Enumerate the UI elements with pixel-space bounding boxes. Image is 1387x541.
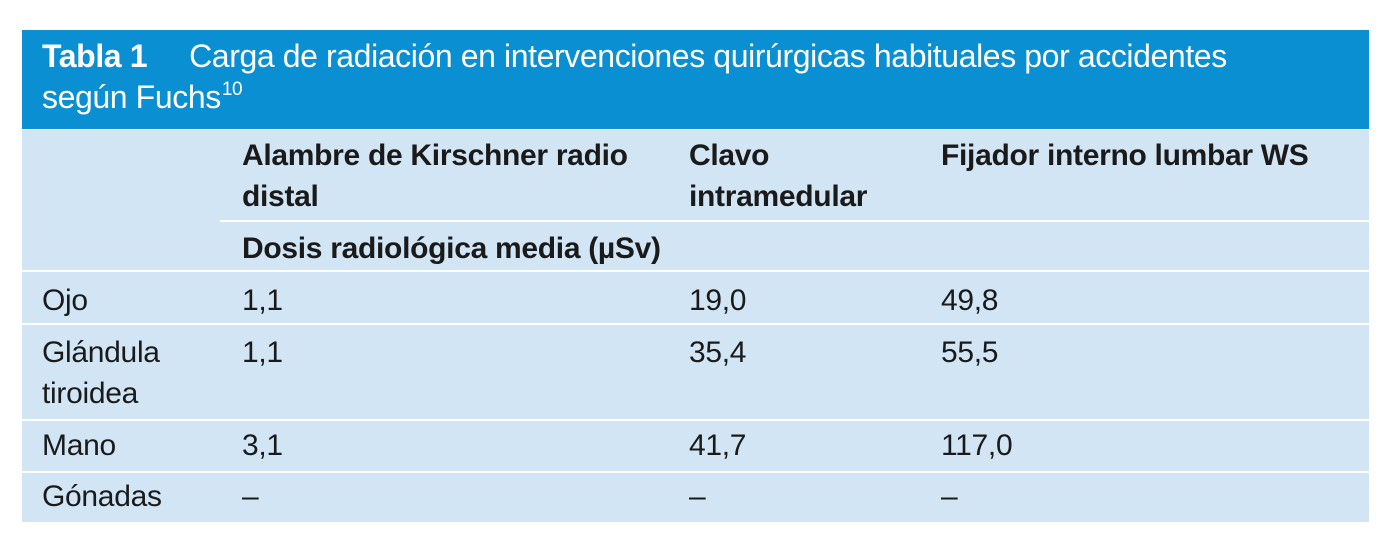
cell-ojo-clavo: 19,0 — [689, 284, 747, 317]
table-label: Tabla 1 — [42, 38, 148, 74]
reference-superscript: 10 — [221, 79, 243, 100]
table-caption: Tabla 1 Carga de radiación en intervencio… — [22, 30, 1369, 130]
caption-line-1: Tabla 1 Carga de radiación en intervencio… — [42, 38, 1227, 75]
row-label-ojo: Ojo — [42, 284, 88, 317]
row-label-mano: Mano — [42, 429, 116, 462]
cell-glandula-clavo: 35,4 — [689, 336, 747, 369]
row-label-glandula-tiroidea: Glándula tiroidea — [42, 336, 160, 410]
dose-subheader: Dosis radiológica media (µSv) — [242, 232, 661, 265]
cell-glandula-kirschner: 1,1 — [242, 336, 283, 369]
cell-gonadas-kirschner: – — [242, 480, 259, 513]
rule-under-row-glandula — [22, 419, 1369, 421]
column-header-fijador: Fijador interno lumbar WS — [941, 139, 1309, 172]
column-header-clavo: Clavo intramedular — [689, 139, 868, 213]
data-table: Tabla 1 Carga de radiación en intervencio… — [22, 30, 1369, 522]
table-title: Carga de radiación en intervenciones qui… — [189, 38, 1227, 74]
cell-ojo-kirschner: 1,1 — [242, 284, 283, 317]
cell-mano-kirschner: 3,1 — [242, 429, 283, 462]
table-title-continued: según Fuchs — [42, 79, 221, 115]
row-label-gonadas: Gónadas — [42, 480, 162, 513]
rule-under-column-headers — [220, 220, 1369, 222]
caption-line-2: según Fuchs10 — [42, 79, 243, 116]
cell-gonadas-fijador: – — [941, 480, 958, 513]
cell-gonadas-clavo: – — [689, 480, 706, 513]
rule-under-row-mano — [22, 471, 1369, 473]
cell-mano-clavo: 41,7 — [689, 429, 747, 462]
rule-under-subheader — [22, 270, 1369, 272]
cell-mano-fijador: 117,0 — [941, 429, 1013, 462]
cell-ojo-fijador: 49,8 — [941, 284, 999, 317]
cell-glandula-fijador: 55,5 — [941, 336, 999, 369]
rule-under-row-ojo — [22, 323, 1369, 325]
column-header-kirschner: Alambre de Kirschner radio distal — [242, 139, 628, 213]
